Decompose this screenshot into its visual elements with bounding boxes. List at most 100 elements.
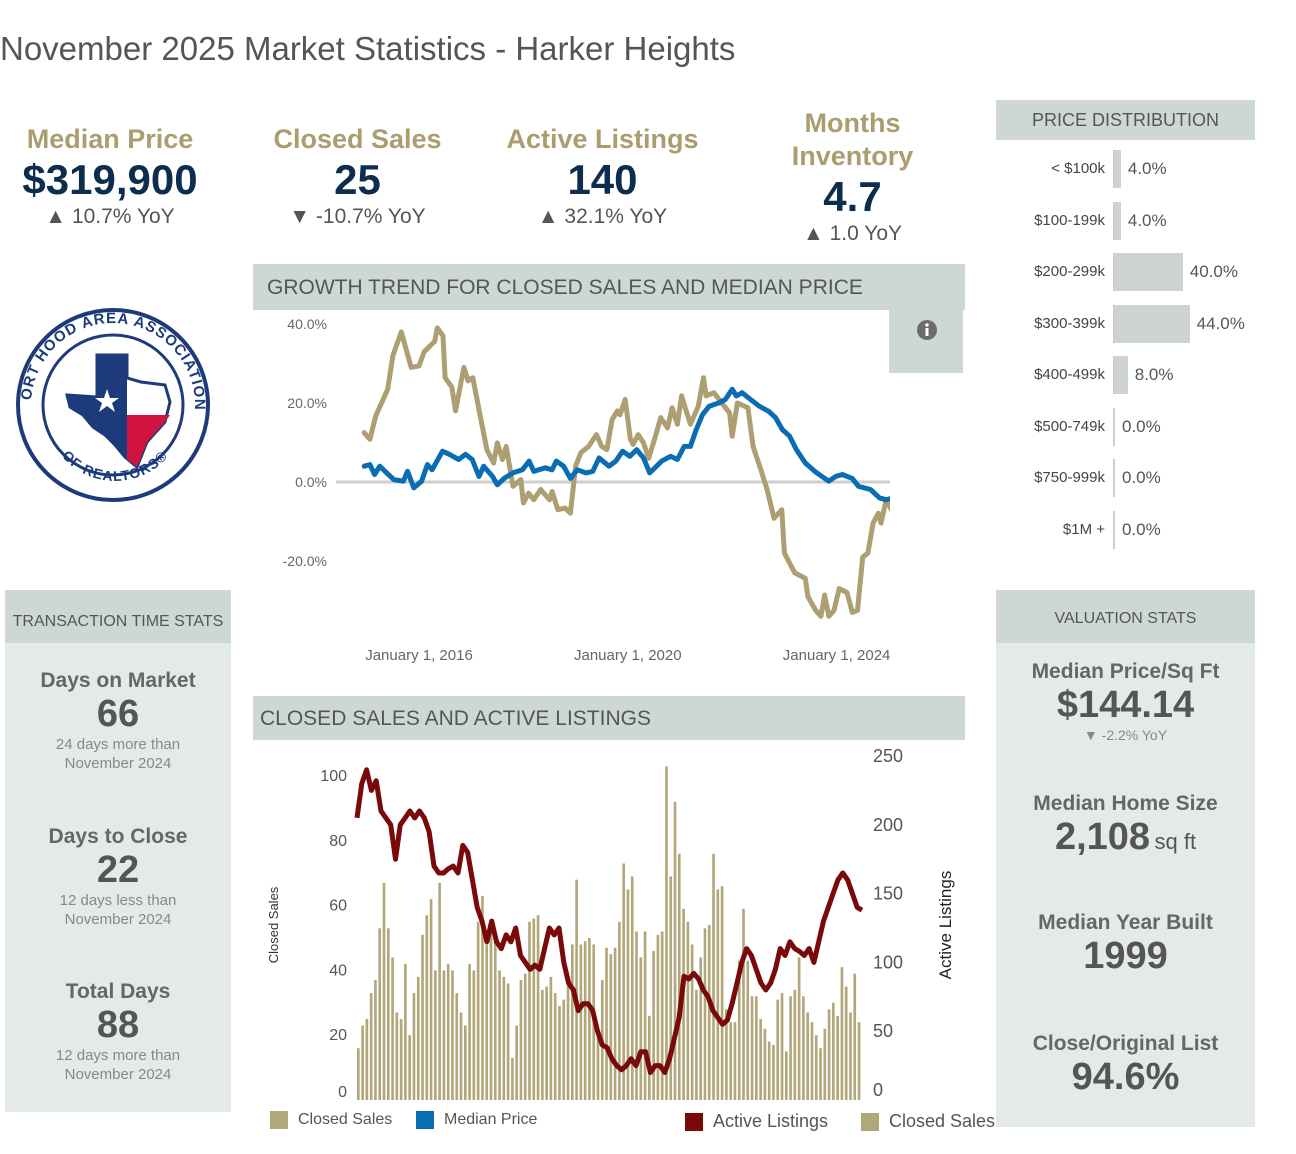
- y-axis-label-right: Active Listings: [936, 871, 955, 980]
- page-title: November 2025 Market Statistics - Harker…: [0, 30, 736, 67]
- closed-sales-bar: [609, 954, 613, 1100]
- closed-sales-bar: [780, 993, 784, 1100]
- stat-value: 88: [96, 1004, 140, 1046]
- price-distribution-row: $200-299k 40.0%: [995, 253, 1275, 293]
- x-tick-label: January 1, 2020: [574, 647, 682, 664]
- kpi-yoy: ▲ 32.1% YoY: [537, 205, 668, 228]
- legend-swatch: [685, 1112, 703, 1131]
- stat-year-built: Median Year Built 1999: [996, 911, 1255, 977]
- stat-label: Median Price/Sq Ft: [1031, 660, 1220, 683]
- stat-home-size: Median Home Size 2,108 sq ft: [996, 792, 1255, 858]
- closed-sales-bar: [596, 1028, 600, 1100]
- stat-label: Total Days: [65, 980, 171, 1003]
- closed-sales-bar: [481, 895, 484, 1100]
- valuation-title: VALUATION STATS: [1054, 610, 1197, 627]
- kpi-label: Months Inventory: [791, 108, 914, 171]
- closed-sales-bar: [472, 970, 476, 1100]
- price-distribution-row: $300-399k 44.0%: [995, 304, 1275, 345]
- closed-sales-bar: [827, 1009, 831, 1100]
- closed-sales-bar: [716, 889, 720, 1100]
- series-line-closed-sales: [361, 325, 890, 619]
- closed-sales-bar: [639, 957, 643, 1100]
- closed-sales-bar: [707, 925, 711, 1100]
- closed-sales-bar: [570, 944, 574, 1100]
- closed-sales-bar: [677, 853, 681, 1100]
- closed-sales-bar: [853, 973, 857, 1100]
- closed-sales-bar: [630, 876, 634, 1100]
- closed-sales-bar: [421, 934, 424, 1100]
- price-distribution-value: 8.0%: [1134, 365, 1174, 384]
- price-range-label: $500-749k: [1034, 417, 1105, 435]
- closed-sales-bar: [806, 1012, 810, 1100]
- price-range-label: $750-999k: [1034, 469, 1105, 486]
- closed-sales-bar: [690, 944, 694, 1100]
- closed-sales-bar: [789, 996, 792, 1100]
- closed-sales-bar: [493, 941, 497, 1100]
- stat-days-on-market: Days on Market 66 24 days more than Nove…: [5, 669, 231, 773]
- closed-sales-bar: [382, 882, 386, 1100]
- legend-label: Closed Sales: [298, 1111, 393, 1128]
- stat-sub: November 2024: [64, 755, 172, 772]
- price-range-label: $300-399k: [1034, 314, 1105, 332]
- stat-value: 94.6%: [1071, 1056, 1180, 1098]
- closed-sales-bar: [776, 999, 780, 1100]
- growth-chart-header: GROWTH TREND FOR CLOSED SALES AND MEDIAN…: [253, 264, 965, 310]
- closed-sales-bar: [733, 1022, 737, 1100]
- right-tick-label: 150: [873, 884, 903, 904]
- stat-sub: 12 days less than: [59, 892, 177, 909]
- closed-sales-bar: [558, 1006, 561, 1100]
- closed-sales-bar: [545, 986, 548, 1100]
- closed-sales-bar: [767, 1041, 771, 1100]
- price-distribution-value: 40.0%: [1189, 262, 1238, 281]
- closed-sales-bar: [673, 801, 677, 1100]
- closed-sales-bar: [463, 1025, 467, 1100]
- kpi-active-listings: Active Listings 140 ▲ 32.1% YoY: [490, 123, 715, 230]
- closed-sales-bar: [523, 973, 527, 1100]
- stat-days-to-close: Days to Close 22 12 days less than Novem…: [5, 825, 231, 929]
- legend-swatch: [416, 1111, 434, 1129]
- closed-sales-active-listings-chart: Closed Sales Active Listings 0 20 40 60 80 10…: [266, 746, 955, 1101]
- price-distribution-bar: [1113, 407, 1115, 446]
- closed-sales-bar: [849, 1012, 852, 1100]
- closed-sales-bar: [541, 989, 544, 1100]
- closed-sales-bar: [425, 915, 429, 1100]
- closed-sales-bar: [695, 989, 698, 1100]
- closed-sales-bar: [455, 993, 459, 1100]
- stat-close-original: Close/Original List 94.6%: [996, 1032, 1255, 1098]
- x-tick-label: January 1, 2016: [365, 647, 473, 664]
- info-icon[interactable]: [916, 319, 938, 341]
- sales-chart-title: CLOSED SALES AND ACTIVE LISTINGS: [260, 707, 651, 730]
- closed-sales-bar: [451, 970, 454, 1100]
- stat-value: 1999: [1083, 935, 1168, 977]
- price-range-label: $1M +: [1062, 520, 1105, 538]
- closed-sales-bar: [562, 999, 566, 1100]
- stat-total-days: Total Days 88 12 days more than November…: [5, 980, 231, 1084]
- closed-sales-bar: [532, 918, 536, 1100]
- closed-sales-bar: [468, 963, 471, 1100]
- closed-sales-bar: [660, 931, 664, 1100]
- price-distribution-value: 0.0%: [1122, 416, 1161, 436]
- legend-item: Active Listings: [685, 1111, 828, 1132]
- association-logo: FORT HOOD AREA ASSOCIATION OF REALTORS®: [15, 307, 210, 502]
- closed-sales-bar: [635, 931, 638, 1100]
- left-tick-label: 80: [329, 833, 347, 850]
- closed-sales-bar: [797, 957, 801, 1100]
- closed-sales-bar: [793, 989, 797, 1100]
- kpi-value: $319,900: [22, 156, 198, 203]
- left-tick-label: 20: [329, 1027, 347, 1044]
- closed-sales-bar: [588, 938, 591, 1100]
- price-distribution-bar: [1113, 510, 1115, 549]
- left-tick-label: 60: [329, 898, 347, 915]
- closed-sales-bar: [511, 1057, 514, 1100]
- closed-sales-bar: [750, 996, 754, 1100]
- info-button[interactable]: [889, 310, 963, 373]
- kpi-label: Closed Sales: [273, 124, 442, 154]
- stat-value: 2,108: [1054, 816, 1151, 858]
- closed-sales-bar: [746, 960, 750, 1100]
- y-tick-label: 20.0%: [287, 395, 327, 411]
- stat-sub: 12 days more than: [55, 1047, 181, 1064]
- legend-item: Closed Sales: [861, 1111, 995, 1132]
- closed-sales-bar: [682, 908, 685, 1100]
- closed-sales-bar: [536, 915, 540, 1100]
- left-tick-label: 40: [329, 962, 347, 979]
